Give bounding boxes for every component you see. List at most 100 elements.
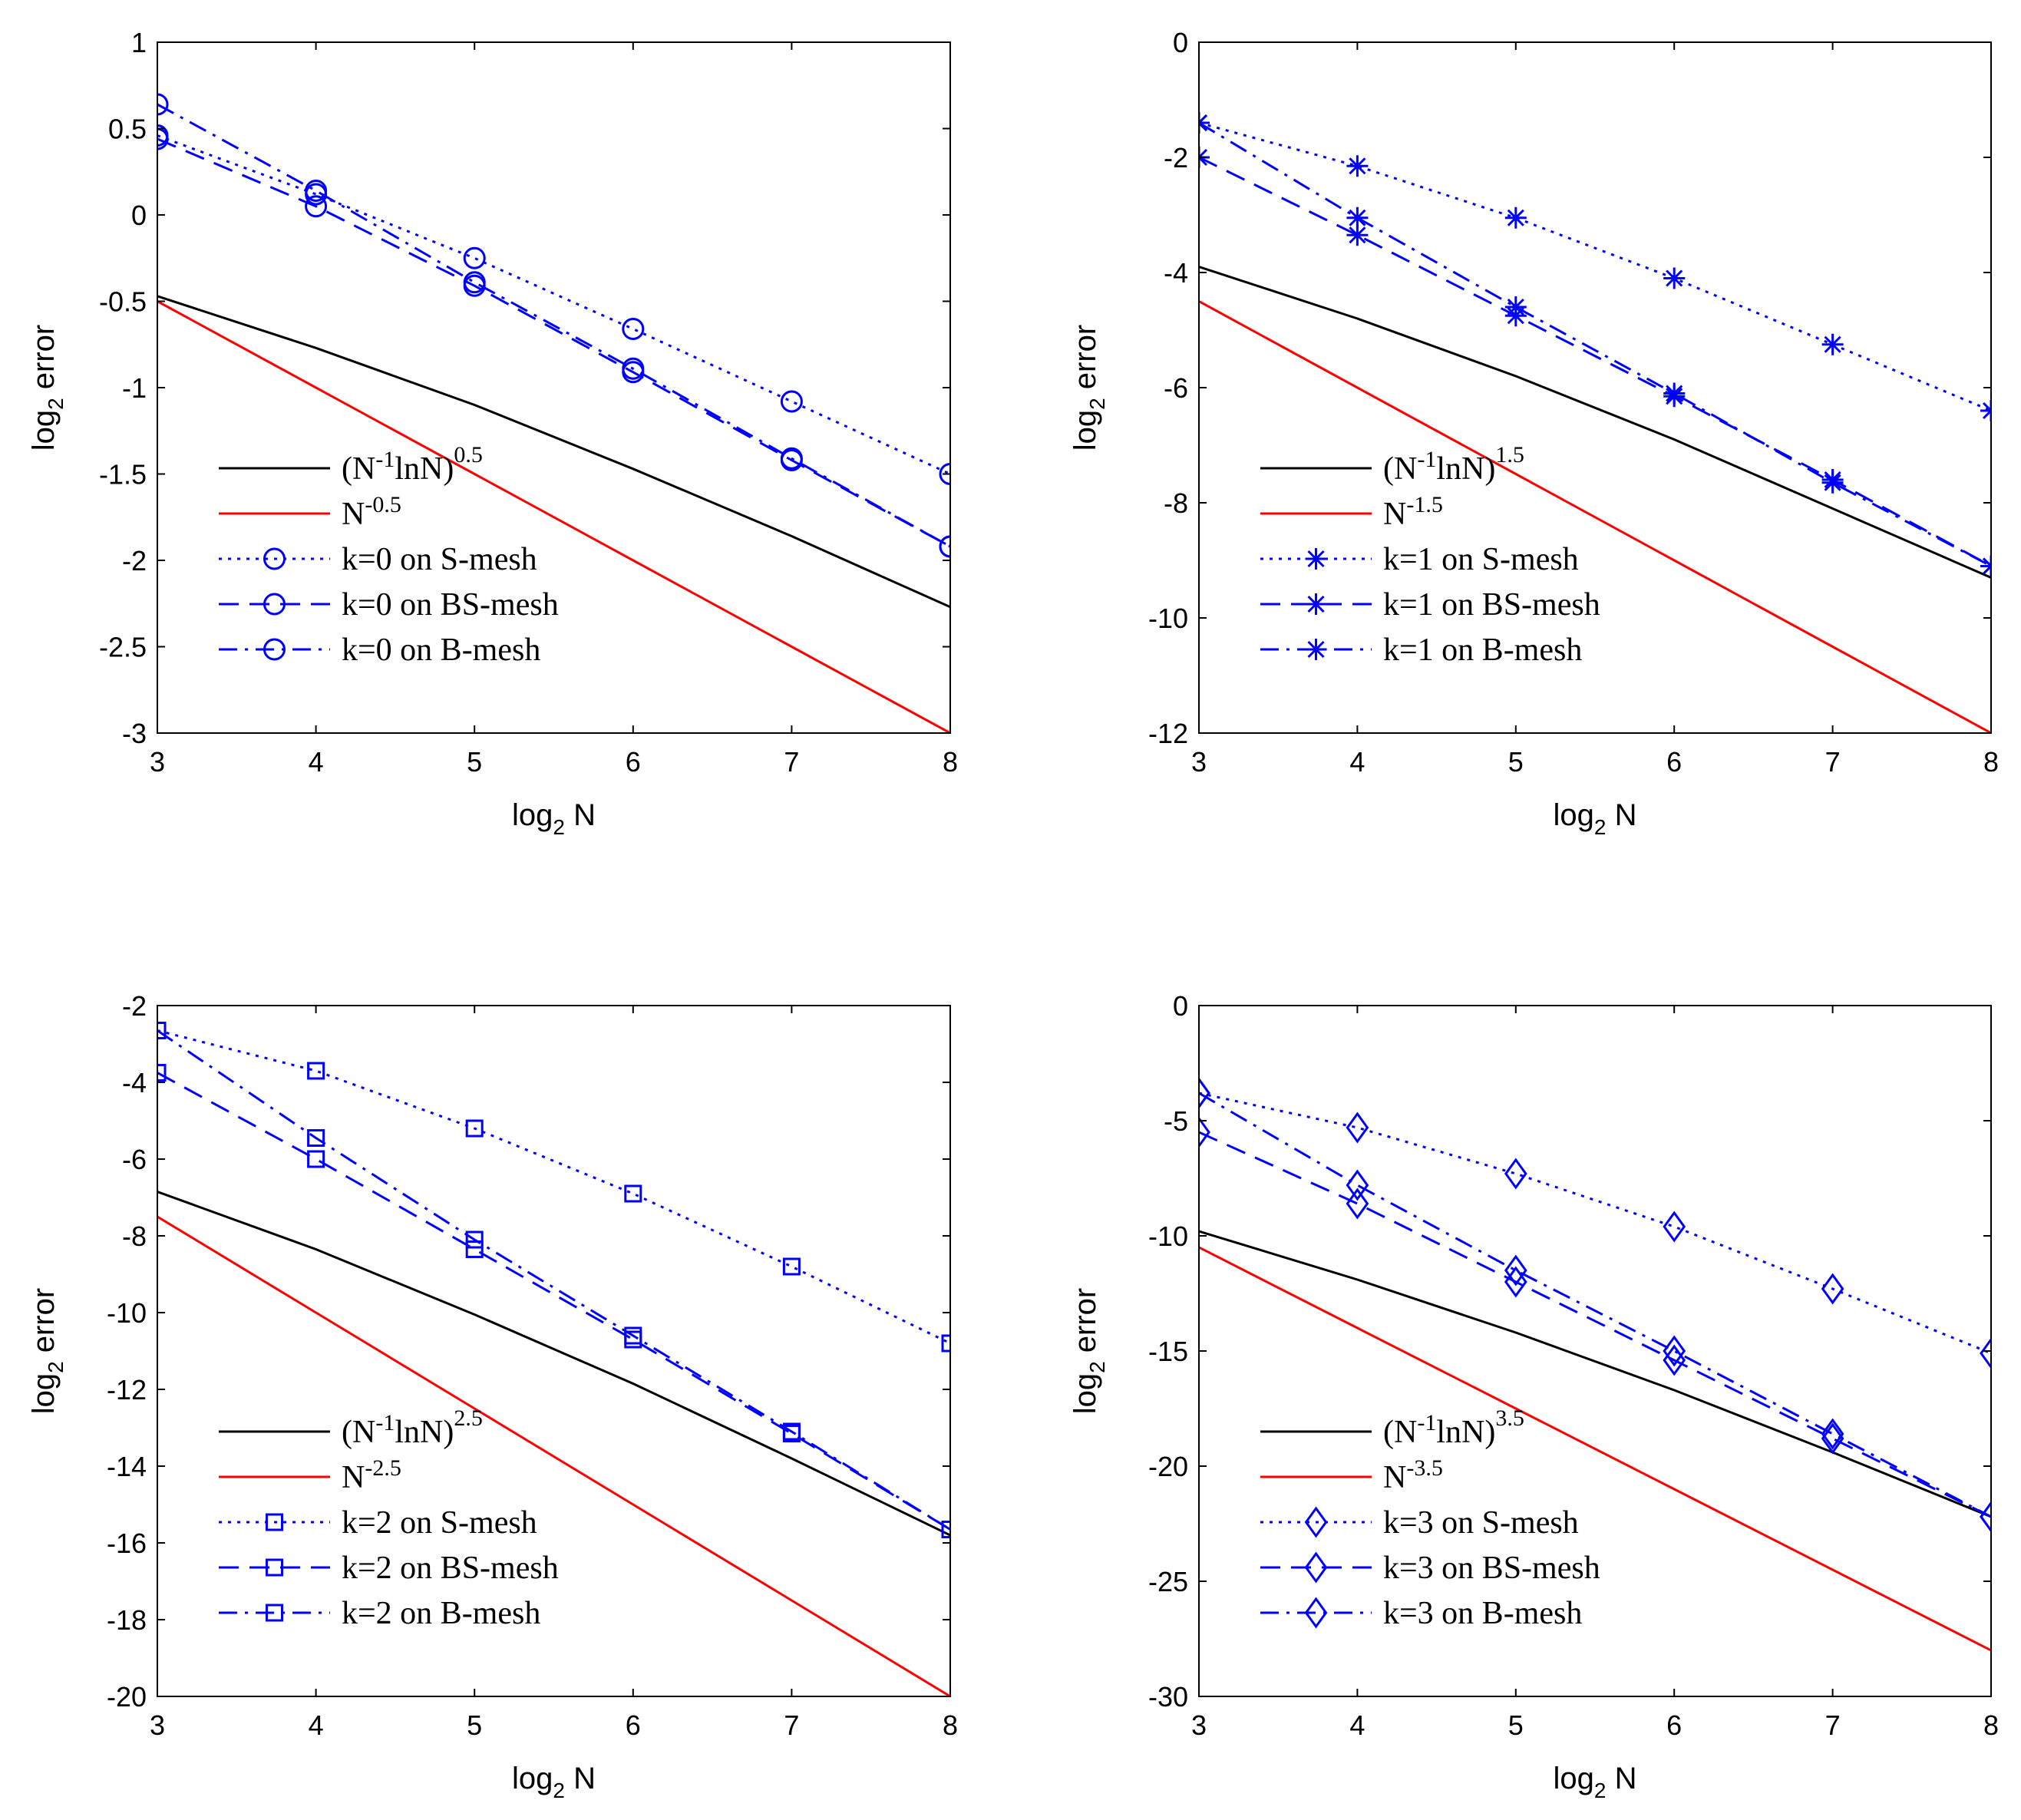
legend-label-5: k=1 on B-mesh: [1383, 633, 1582, 668]
x-tick-label: 3: [1191, 1709, 1207, 1741]
data-point-s3-6: [1980, 1337, 1991, 1369]
y-axis-label: log2 error: [1068, 1288, 1109, 1415]
legend-marker-3: [263, 547, 286, 570]
x-tick-label: 4: [1349, 746, 1365, 778]
axes-box: [157, 1005, 951, 1697]
data-point-s4-1: [157, 127, 169, 150]
legend-label-4: k=0 on BS-mesh: [342, 587, 559, 623]
legend-marker-3: [1305, 548, 1327, 570]
x-tick-label: 7: [784, 746, 799, 778]
series-line-5: [157, 1029, 950, 1531]
y-tick-label: -12: [107, 1374, 147, 1405]
legend-marker-3: [1304, 1506, 1328, 1538]
x-tick-label: 5: [467, 1709, 482, 1741]
data-point-s3-2: [307, 1062, 325, 1080]
legend-label-3: k=2 on S-mesh: [342, 1505, 537, 1541]
x-tick-label: 6: [626, 746, 641, 778]
data-point-s5-1: [1199, 1077, 1210, 1109]
legend-label-1: (N-1lnN)2.5: [342, 1405, 483, 1450]
series-line-2: [1199, 1246, 1991, 1652]
x-axis-label: log2 N: [512, 798, 596, 839]
data-point-s5-4: [624, 1326, 642, 1345]
data-point-s3-3: [463, 246, 486, 269]
x-tick-label: 8: [943, 1709, 958, 1741]
data-point-s3-4: [1663, 267, 1686, 289]
legend-label-3: k=3 on S-mesh: [1383, 1505, 1579, 1541]
y-tick-label: -6: [122, 1144, 147, 1175]
data-point-s5-5: [782, 1422, 801, 1441]
y-tick-label: -8: [122, 1220, 147, 1252]
legend-label-4: k=2 on BS-mesh: [342, 1551, 559, 1586]
legend-marker-4: [266, 1558, 283, 1577]
series-line-3: [157, 1029, 950, 1345]
x-tick-label: 6: [1666, 1709, 1682, 1741]
y-tick-label: -1: [122, 372, 147, 404]
series-line-5: [1199, 121, 1991, 567]
legend-marker-5: [263, 638, 286, 661]
x-tick-label: 7: [1825, 1709, 1841, 1741]
series-line-1: [1199, 266, 1991, 579]
legend-label-5: k=3 on B-mesh: [1383, 1596, 1582, 1631]
data-point-s5-4: [1663, 382, 1686, 405]
y-tick-label: 0: [131, 200, 147, 231]
y-tick-label: -10: [1148, 1220, 1188, 1252]
y-tick-label: -6: [1164, 372, 1188, 404]
series-line-1: [157, 295, 950, 609]
y-tick-label: 0.5: [108, 114, 147, 145]
data-point-s5-6: [1980, 1501, 1991, 1533]
x-axis-label: log2 N: [512, 1762, 596, 1802]
data-point-s5-2: [305, 180, 328, 202]
series-line-2: [157, 1215, 950, 1696]
x-tick-label: 8: [1983, 746, 1999, 778]
data-point-s5-3: [463, 271, 486, 294]
data-point-s5-3: [465, 1230, 484, 1249]
legend-label-4: k=1 on BS-mesh: [1383, 587, 1600, 623]
series-line-4: [157, 137, 950, 548]
y-tick-label: -4: [122, 1067, 147, 1098]
data-point-s5-2: [1346, 206, 1369, 229]
x-tick-label: 4: [309, 746, 324, 778]
x-tick-label: 8: [1983, 1709, 1999, 1741]
x-tick-label: 7: [784, 1709, 799, 1741]
legend-marker-5: [1304, 1597, 1328, 1629]
y-tick-label: 0: [1173, 990, 1188, 1022]
x-axis-label: log2 N: [1554, 798, 1637, 839]
x-tick-label: 3: [1191, 746, 1207, 778]
legend-marker-3: [266, 1513, 283, 1531]
y-tick-label: -10: [107, 1297, 147, 1329]
x-tick-label: 7: [1825, 746, 1841, 778]
legend-label-3: k=0 on S-mesh: [342, 542, 537, 577]
data-point-s5-5: [1821, 1418, 1844, 1450]
data-point-s5-5: [780, 447, 803, 470]
y-tick-label: -1.5: [99, 459, 147, 491]
legend-label-2: N-0.5: [342, 492, 401, 532]
y-tick-label: 1: [131, 27, 147, 58]
y-tick-label: -2: [122, 990, 147, 1022]
y-tick-label: -30: [1148, 1681, 1188, 1713]
data-point-s4-2: [1346, 1187, 1369, 1220]
data-point-s3-5: [1821, 333, 1844, 355]
data-point-s5-5: [1821, 471, 1844, 494]
x-tick-label: 8: [943, 746, 958, 778]
legend-label-2: N-2.5: [342, 1455, 401, 1495]
data-point-s4-2: [1346, 224, 1369, 246]
data-point-s4-1: [1199, 1116, 1210, 1148]
series-line-3: [1199, 121, 1991, 412]
data-point-s4-2: [307, 1150, 325, 1168]
x-tick-label: 5: [1508, 1709, 1524, 1741]
data-point-s4-3: [465, 1240, 484, 1258]
y-tick-label: -25: [1148, 1566, 1188, 1597]
data-point-s5-6: [941, 1521, 950, 1538]
legend-label-3: k=1 on S-mesh: [1383, 542, 1579, 577]
y-tick-label: -2: [1164, 142, 1188, 173]
legend-label-2: N-3.5: [1383, 1455, 1443, 1495]
y-tick-label: 0: [1173, 27, 1188, 58]
data-point-s3-5: [782, 1257, 801, 1276]
y-tick-label: -3: [122, 718, 147, 749]
x-tick-label: 5: [1508, 746, 1524, 778]
legend-label-2: N-1.5: [1383, 492, 1443, 532]
series-line-1: [157, 1191, 950, 1537]
axes-box: [1198, 1005, 1992, 1697]
y-tick-label: -20: [107, 1681, 147, 1713]
x-tick-label: 4: [1349, 1709, 1365, 1741]
